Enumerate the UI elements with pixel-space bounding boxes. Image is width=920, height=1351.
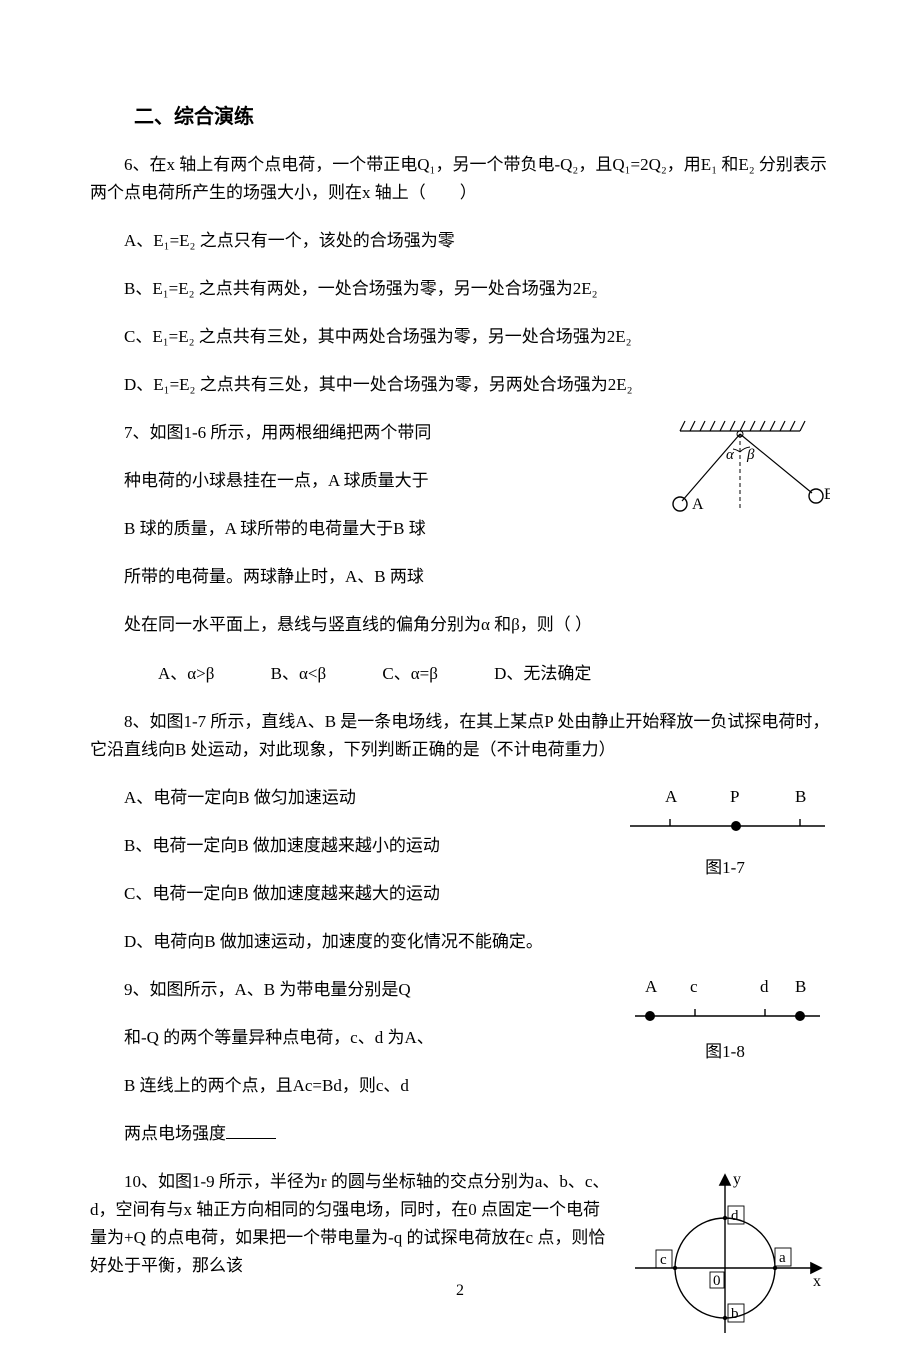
- q6-option-d: D、E₁=E₂ 之点共有三处，其中一处合场强为零，另两处合场强为2E₂: [90, 371, 830, 399]
- fig17-label-b: B: [795, 787, 806, 806]
- q9-line4: 两点电场强度: [90, 1120, 830, 1148]
- fig18-label-d: d: [760, 977, 769, 996]
- fig18-caption: 图1-8: [620, 1037, 830, 1062]
- figure-1-6: α β A B: [620, 419, 830, 534]
- fig16-label-a: A: [692, 496, 704, 513]
- section-heading: 二、综合演练: [134, 100, 830, 129]
- fig16-alpha: α: [726, 447, 735, 463]
- fig19-svg: a c d b 0 x y: [630, 1168, 830, 1338]
- fig19-label-a: a: [779, 1250, 786, 1266]
- fig16-beta: β: [746, 447, 755, 463]
- q7-option-b: B、α<β: [237, 660, 326, 688]
- fig17-label-p: P: [730, 787, 739, 806]
- q7-options: A、α>β B、α<β C、α=β D、无法确定: [90, 660, 830, 688]
- page-number: 2: [0, 1282, 920, 1300]
- q8-option-c: C、电荷一定向B 做加速度越来越大的运动: [90, 880, 830, 908]
- q6-option-c: C、E₁=E₂ 之点共有三处，其中两处合场强为零，另一处合场强为2E₂: [90, 323, 830, 351]
- fig17-svg: A P B: [620, 784, 830, 844]
- fig17-caption: 图1-7: [620, 853, 830, 878]
- fig18-label-c: c: [690, 977, 698, 996]
- q7-option-d: D、无法确定: [460, 660, 591, 688]
- fig18-label-b: B: [795, 977, 806, 996]
- fig19-label-c: c: [660, 1252, 667, 1268]
- q7-line4: 所带的电荷量。两球静止时，A、B 两球: [90, 563, 830, 591]
- figure-1-8: A c d B 图1-8: [620, 976, 830, 1062]
- fig18-svg: A c d B: [620, 976, 830, 1028]
- q9-line4-text: 两点电场强度: [124, 1124, 226, 1143]
- fig16-label-b: B: [824, 486, 830, 503]
- q8-option-d: D、电荷向B 做加速运动，加速度的变化情况不能确定。: [90, 928, 830, 956]
- q7-option-c: C、α=β: [348, 660, 437, 688]
- fig16-svg: α β A B: [620, 419, 830, 529]
- q9-blank: [226, 1138, 276, 1139]
- fig18-label-a: A: [645, 977, 658, 996]
- q8-stem: 8、如图1-7 所示，直线A、B 是一条电场线，在其上某点P 处由静止开始释放一…: [90, 708, 830, 764]
- q7-option-a: A、α>β: [124, 660, 214, 688]
- fig17-label-a: A: [665, 787, 678, 806]
- q6-option-b: B、E₁=E₂ 之点共有两处，一处合场强为零，另一处合场强为2E₂: [90, 275, 830, 303]
- q9-line3: B 连线上的两个点，且Ac=Bd，则c、d: [90, 1072, 830, 1100]
- q6-stem: 6、在x 轴上有两个点电荷，一个带正电Q₁，另一个带负电-Q₂，且Q₁=2Q₂，…: [90, 151, 830, 207]
- fig19-label-y: y: [733, 1171, 741, 1188]
- q6-option-a: A、E₁=E₂ 之点只有一个，该处的合场强为零: [90, 227, 830, 255]
- fig19-label-d: d: [731, 1208, 739, 1224]
- fig19-label-b: b: [731, 1306, 739, 1322]
- figure-1-7: A P B 图1-7: [620, 784, 830, 878]
- q7-line5: 处在同一水平面上，悬线与竖直线的偏角分别为α 和β，则（ ）: [90, 611, 830, 639]
- figure-1-9: a c d b 0 x y: [630, 1168, 830, 1343]
